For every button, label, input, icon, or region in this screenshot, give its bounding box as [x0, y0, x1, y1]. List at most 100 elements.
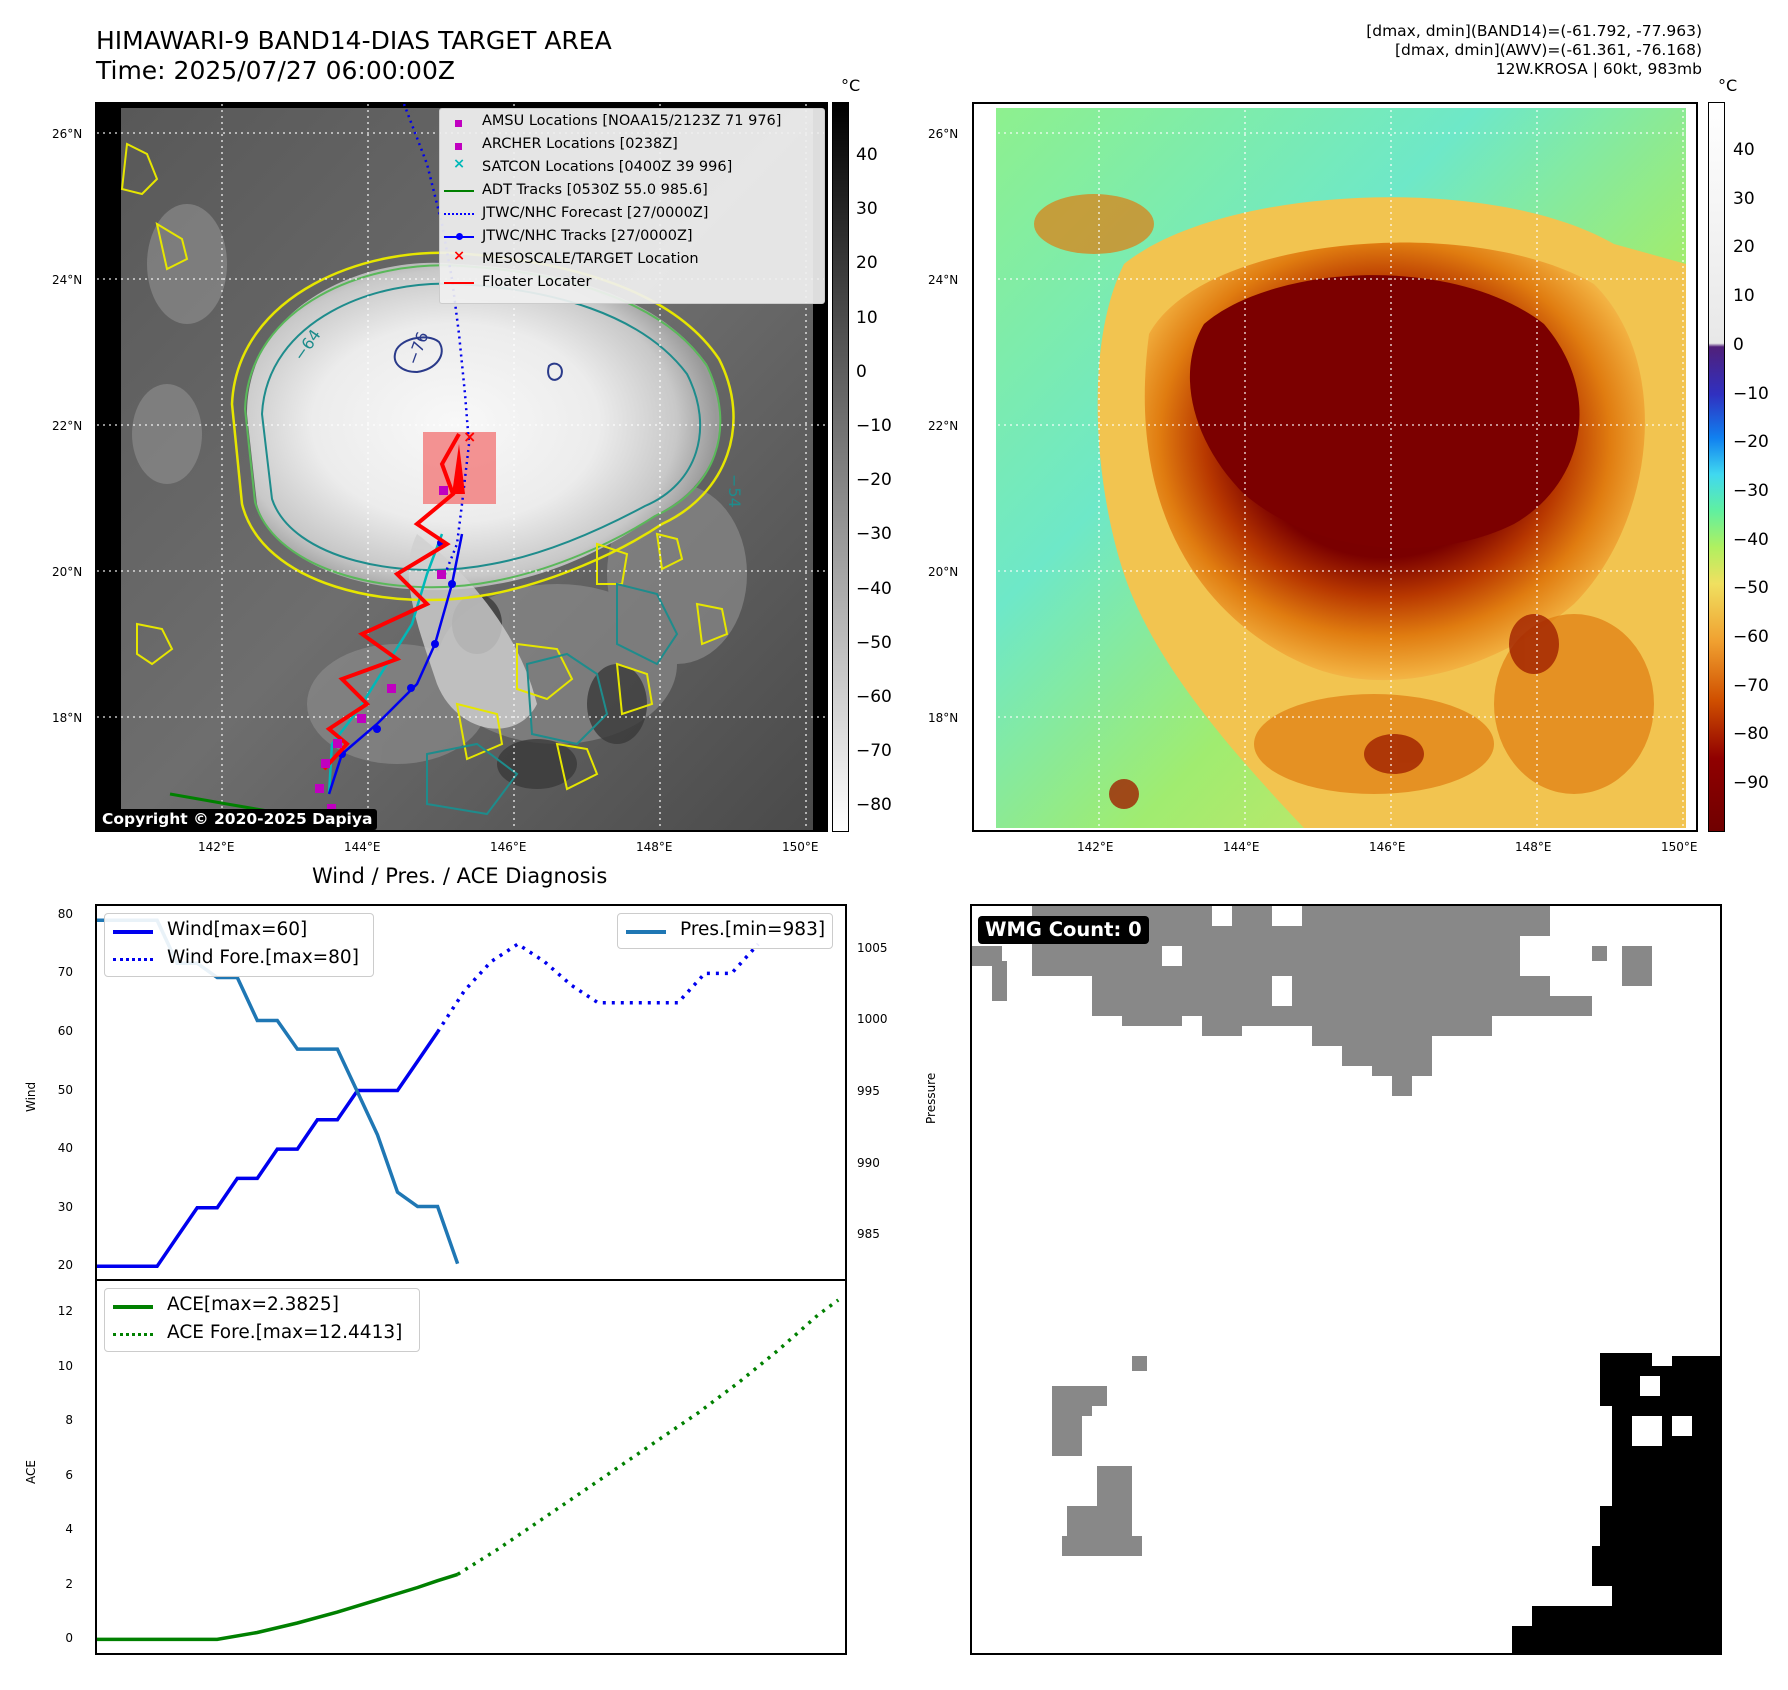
legend-marker-floater: [444, 282, 474, 284]
legend-marker-archer: [452, 140, 464, 152]
wind-forecast-line: [436, 942, 760, 1033]
ace-axes-frame: [95, 1279, 847, 1655]
ir-colorbar-tick: −50: [856, 632, 892, 653]
ir-colorbar: [832, 102, 849, 832]
ir-colorbar-unit: °C: [841, 76, 861, 95]
ir-colorbar-tick: 30: [856, 199, 878, 220]
ir-colorbar-tick: −20: [856, 470, 892, 491]
legend-label-jtwc: JTWC/NHC Tracks [27/0000Z]: [482, 228, 693, 244]
ace-ytick-label: 10: [57, 1358, 73, 1373]
wind-legend-marker: [113, 930, 153, 934]
info-line-2: [dmax, dmin](AWV)=(-61.361, -76.168): [1395, 41, 1702, 59]
ir-lon-label-150: 150°E: [782, 840, 819, 854]
wmg-panel: WMG Count: 0: [970, 904, 1722, 1655]
ir-colorbar-tick: −60: [856, 687, 892, 707]
legend-label-amsu: AMSU Locations [NOAA15/2123Z 71 976]: [482, 113, 782, 129]
wv-colorbar-tick: −50: [1733, 578, 1769, 599]
ace-ytick-label: 6: [65, 1467, 73, 1482]
ir-lon-label-148: 148°E: [636, 840, 673, 854]
wv-lon-label-150: 150°E: [1661, 840, 1698, 854]
ir-satellite-map: × −64 −76 −54 AMSU Locations [NOAA15/212…: [95, 102, 828, 832]
storm-info: [dmax, dmin](BAND14)=(-61.792, -77.963) …: [1202, 22, 1702, 79]
wv-colorbar-tick: −10: [1733, 383, 1769, 404]
ir-lat-label-26: 26°N: [52, 127, 83, 141]
ir-lon-label-144: 144°E: [344, 840, 381, 854]
legend-label-archer: ARCHER Locations [0238Z]: [482, 136, 678, 152]
pres-legend-label: Pres.[min=983]: [680, 919, 826, 940]
ir-colorbar-tick: 20: [856, 253, 878, 274]
ir-legend: AMSU Locations [NOAA15/2123Z 71 976] ARC…: [439, 108, 825, 304]
wv-colorbar: [1708, 102, 1725, 832]
ir-colorbar-tick: −10: [856, 416, 892, 436]
ace-ylabel: ACE: [24, 1460, 38, 1484]
wv-lat-label-20: 20°N: [928, 565, 959, 579]
legend-marker-jtwc: [444, 233, 474, 240]
legend-marker-satcon: ×: [453, 156, 466, 172]
wind-ytick-label: 70: [57, 965, 73, 980]
contour-label-3: −54: [725, 474, 744, 508]
wv-colorbar-tick: −30: [1733, 480, 1769, 501]
ir-colorbar-tick: 10: [856, 307, 878, 328]
ace-ytick-label: 0: [65, 1631, 73, 1646]
ir-colorbar-tick: 40: [856, 145, 878, 165]
wind-line: [97, 1031, 440, 1269]
wv-image: [974, 104, 1696, 830]
legend-marker-forecast: [444, 213, 474, 215]
wv-colorbar-tick: −90: [1733, 773, 1769, 794]
wv-colorbar-tick: 10: [1733, 286, 1755, 307]
wind-legend-label: Wind[max=60]: [167, 919, 308, 940]
legend-label-satcon: SATCON Locations [0400Z 39 996]: [482, 159, 733, 175]
wind-ytick-label: 30: [57, 1199, 73, 1214]
ace-fore-legend-marker: [113, 1333, 153, 1336]
legend-marker-amsu: [452, 117, 464, 129]
ir-lon-label-142: 142°E: [198, 840, 235, 854]
title-line-1: HIMAWARI-9 BAND14-DIAS TARGET AREA: [96, 26, 612, 55]
wind-ytick-label: 60: [57, 1023, 73, 1038]
wind-ytick-label: 20: [57, 1258, 73, 1273]
diagnosis-title: Wind / Pres. / ACE Diagnosis: [312, 864, 608, 888]
wv-satellite-map: [972, 102, 1698, 832]
wv-colorbar-tick: 0: [1733, 334, 1744, 355]
floater-locater: [322, 433, 461, 771]
legend-label-forecast: JTWC/NHC Forecast [27/0000Z]: [482, 205, 709, 221]
ace-legend: ACE[max=2.3825] ACE Fore.[max=12.4413]: [104, 1288, 420, 1352]
legend-marker-target: ×: [453, 248, 466, 264]
legend-label-target: MESOSCALE/TARGET Location: [482, 251, 699, 267]
pressure-ylabel: Pressure: [924, 1072, 938, 1124]
legend-label-floater: Floater Locater: [482, 274, 592, 290]
legend-label-adt: ADT Tracks [0530Z 55.0 985.6]: [482, 182, 708, 198]
pres-ytick-label: 1000: [857, 1012, 888, 1027]
wv-lon-label-146: 146°E: [1369, 840, 1406, 854]
wind-fore-legend-marker: [113, 958, 153, 961]
legend-marker-adt: [444, 190, 474, 192]
wv-colorbar-tick: −80: [1733, 724, 1769, 745]
wv-colorbar-unit: °C: [1718, 76, 1738, 95]
wind-ylabel: Wind: [24, 1081, 38, 1112]
pres-ytick-label: 985: [857, 1227, 880, 1242]
pres-legend: Pres.[min=983]: [617, 913, 833, 949]
wv-lon-label-142: 142°E: [1077, 840, 1114, 854]
ir-colorbar-tick: −30: [856, 524, 892, 545]
title-line-2: Time: 2025/07/27 06:00:00Z: [96, 56, 455, 85]
svg-text:×: ×: [463, 427, 476, 446]
wv-colorbar-tick: 20: [1733, 237, 1755, 258]
figure-title: HIMAWARI-9 BAND14-DIAS TARGET AREA Time:…: [96, 26, 612, 86]
ir-lat-label-24: 24°N: [52, 273, 83, 287]
ace-legend-label: ACE[max=2.3825]: [167, 1294, 339, 1315]
ace-ytick-label: 2: [65, 1576, 73, 1591]
info-line-3: 12W.KROSA | 60kt, 983mb: [1495, 60, 1702, 78]
ace-fore-legend-label: ACE Fore.[max=12.4413]: [167, 1322, 403, 1343]
ir-lat-label-18: 18°N: [52, 711, 83, 725]
wv-colorbar-tick: 40: [1733, 140, 1755, 160]
ir-colorbar-tick: −40: [856, 578, 892, 599]
ir-lon-label-146: 146°E: [490, 840, 527, 854]
wv-colorbar-tick: −60: [1733, 627, 1769, 647]
diagnosis-chart: [89, 904, 853, 1655]
wv-lon-label-144: 144°E: [1223, 840, 1260, 854]
wv-lat-label-24: 24°N: [928, 273, 959, 287]
pres-ytick-label: 1005: [857, 940, 888, 955]
ace-ytick-label: 8: [65, 1413, 73, 1428]
wind-ytick-label: 40: [57, 1141, 73, 1156]
wind-ytick-label: 80: [57, 906, 73, 921]
wv-lat-label-26: 26°N: [928, 127, 959, 141]
